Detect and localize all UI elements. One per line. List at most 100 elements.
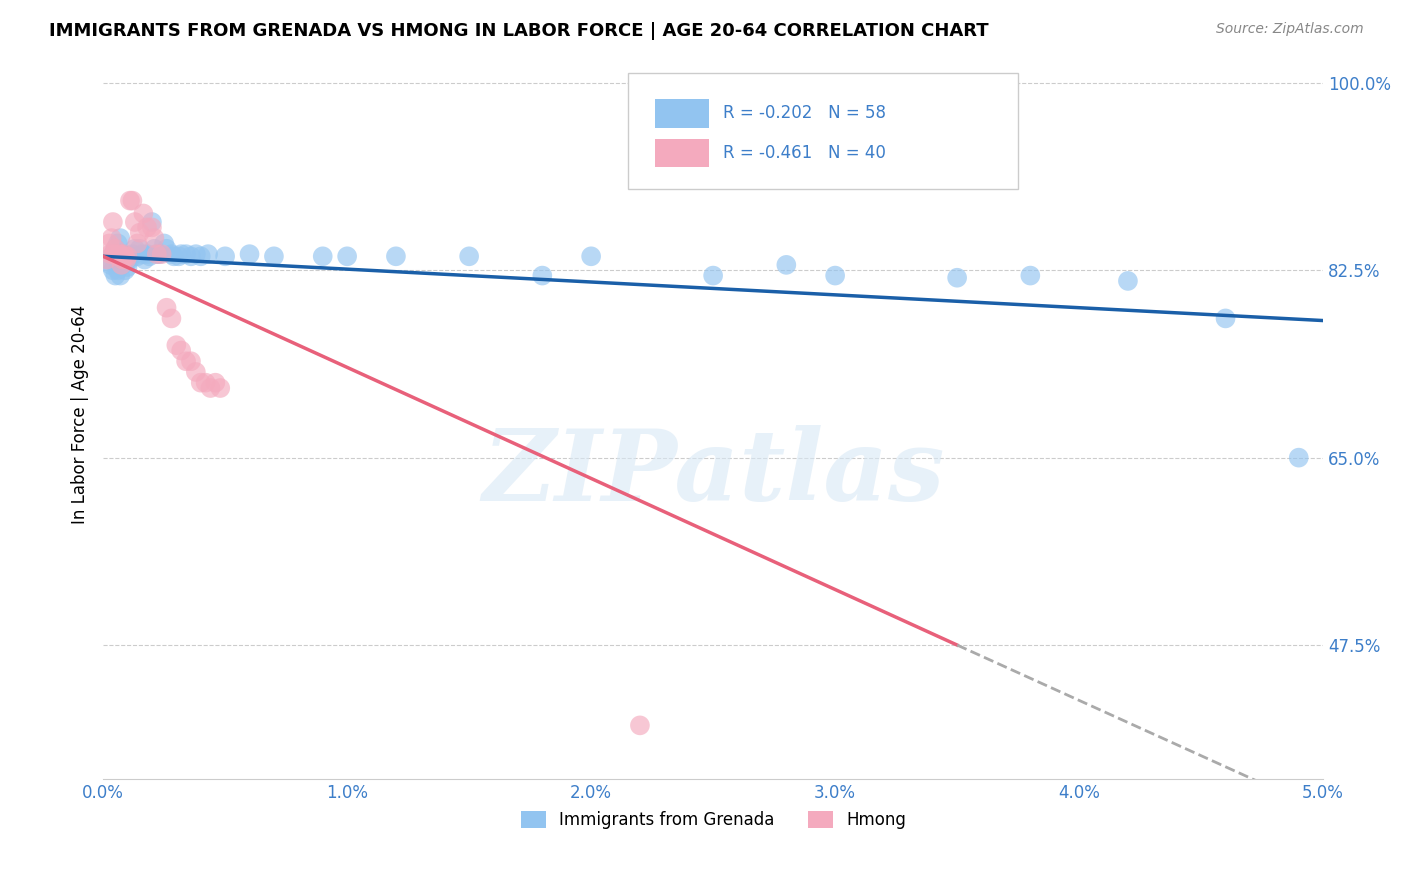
Point	[946, 270, 969, 285]
Point	[190, 249, 212, 263]
Point	[107, 249, 129, 263]
Point	[155, 301, 177, 315]
Point	[146, 247, 169, 261]
Point	[108, 231, 131, 245]
Point	[136, 247, 159, 261]
Point	[101, 215, 124, 229]
Point	[104, 242, 127, 256]
Point	[385, 249, 408, 263]
Point	[138, 249, 160, 263]
Point	[702, 268, 724, 283]
Point	[127, 236, 149, 251]
Point	[100, 231, 122, 245]
Point	[128, 242, 150, 256]
Text: R = -0.202   N = 58: R = -0.202 N = 58	[723, 104, 886, 122]
FancyBboxPatch shape	[627, 72, 1018, 189]
Point	[184, 247, 207, 261]
Point	[98, 236, 121, 251]
Point	[128, 226, 150, 240]
Point	[107, 263, 129, 277]
Point	[153, 236, 176, 251]
Point	[100, 247, 122, 261]
Point	[101, 247, 124, 261]
Point	[190, 376, 212, 390]
Point	[112, 247, 135, 261]
Point	[143, 242, 166, 256]
Point	[108, 247, 131, 261]
Point	[458, 249, 481, 263]
Point	[124, 215, 146, 229]
Y-axis label: In Labor Force | Age 20-64: In Labor Force | Age 20-64	[72, 305, 89, 524]
Point	[146, 247, 169, 261]
Point	[101, 263, 124, 277]
Point	[108, 247, 131, 261]
Point	[111, 258, 134, 272]
Point	[174, 354, 197, 368]
Point	[111, 252, 134, 267]
FancyBboxPatch shape	[655, 139, 710, 168]
Point	[824, 268, 846, 283]
Text: IMMIGRANTS FROM GRENADA VS HMONG IN LABOR FORCE | AGE 20-64 CORRELATION CHART: IMMIGRANTS FROM GRENADA VS HMONG IN LABO…	[49, 22, 988, 40]
Legend: Immigrants from Grenada, Hmong: Immigrants from Grenada, Hmong	[513, 805, 912, 836]
Point	[118, 249, 141, 263]
Point	[118, 252, 141, 267]
Point	[163, 249, 186, 263]
Point	[174, 247, 197, 261]
Point	[150, 247, 173, 261]
Point	[104, 268, 127, 283]
Point	[114, 263, 136, 277]
Point	[115, 252, 138, 267]
FancyBboxPatch shape	[655, 99, 710, 128]
Point	[214, 249, 236, 263]
Point	[160, 247, 183, 261]
Point	[114, 249, 136, 263]
Point	[160, 311, 183, 326]
Point	[100, 258, 122, 272]
Point	[118, 194, 141, 208]
Point	[200, 381, 222, 395]
Point	[1288, 450, 1310, 465]
Point	[194, 376, 217, 390]
Point	[111, 247, 134, 261]
Point	[117, 252, 139, 267]
Point	[155, 242, 177, 256]
Point	[165, 338, 187, 352]
Point	[124, 242, 146, 256]
Point	[141, 215, 163, 229]
Point	[148, 247, 170, 261]
Point	[312, 249, 335, 263]
Point	[127, 249, 149, 263]
Point	[143, 231, 166, 245]
Point	[197, 247, 219, 261]
Text: ZIPatlas: ZIPatlas	[482, 425, 945, 521]
Point	[132, 206, 155, 220]
Point	[107, 236, 129, 251]
Point	[263, 249, 285, 263]
Point	[170, 247, 193, 261]
Point	[1116, 274, 1139, 288]
Point	[531, 268, 554, 283]
Point	[121, 247, 143, 261]
Point	[775, 258, 797, 272]
Point	[170, 343, 193, 358]
Point	[114, 252, 136, 267]
Point	[184, 365, 207, 379]
Text: R = -0.461   N = 40: R = -0.461 N = 40	[723, 145, 886, 162]
Point	[628, 718, 651, 732]
Point	[121, 194, 143, 208]
Point	[131, 247, 153, 261]
Point	[96, 252, 118, 267]
Text: Source: ZipAtlas.com: Source: ZipAtlas.com	[1216, 22, 1364, 37]
Point	[104, 242, 127, 256]
Point	[209, 381, 232, 395]
Point	[579, 249, 602, 263]
Point	[110, 258, 132, 272]
Point	[117, 260, 139, 274]
Point	[103, 247, 125, 261]
Point	[136, 220, 159, 235]
Point	[180, 354, 202, 368]
Point	[108, 268, 131, 283]
Point	[204, 376, 226, 390]
Point	[97, 252, 120, 267]
Point	[1215, 311, 1237, 326]
